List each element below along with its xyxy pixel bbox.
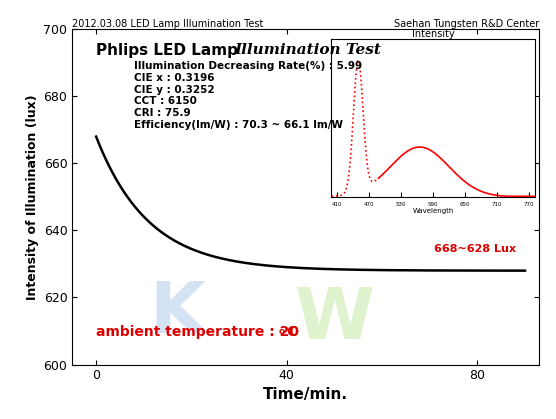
Text: CCT : 6150: CCT : 6150 xyxy=(134,96,197,106)
Text: o: o xyxy=(278,327,284,336)
Text: Efficiency(lm/W) : 70.3 ~ 66.1 lm/W: Efficiency(lm/W) : 70.3 ~ 66.1 lm/W xyxy=(134,120,343,130)
Text: CIE x : 0.3196: CIE x : 0.3196 xyxy=(134,73,215,83)
Y-axis label: Intensity of Illumination (lux): Intensity of Illumination (lux) xyxy=(26,94,39,300)
Text: 668~628 Lux: 668~628 Lux xyxy=(434,244,517,254)
Text: Illumination Test: Illumination Test xyxy=(234,43,381,57)
Text: ambient temperature : 20: ambient temperature : 20 xyxy=(96,326,299,339)
Text: CIE y : 0.3252: CIE y : 0.3252 xyxy=(134,85,215,95)
Text: Phlips LED Lamp: Phlips LED Lamp xyxy=(96,43,244,58)
Text: Saehan Tungsten R&D Center: Saehan Tungsten R&D Center xyxy=(394,19,539,29)
Text: CRI : 75.9: CRI : 75.9 xyxy=(134,108,191,118)
Text: W: W xyxy=(295,285,374,354)
Text: K: K xyxy=(149,279,205,348)
Text: C: C xyxy=(287,326,297,339)
Text: Illumination Decreasing Rate(%) : 5.99: Illumination Decreasing Rate(%) : 5.99 xyxy=(134,61,363,71)
X-axis label: Time/min.: Time/min. xyxy=(264,387,348,401)
Text: 2012.03.08 LED Lamp Illumination Test: 2012.03.08 LED Lamp Illumination Test xyxy=(72,19,264,29)
